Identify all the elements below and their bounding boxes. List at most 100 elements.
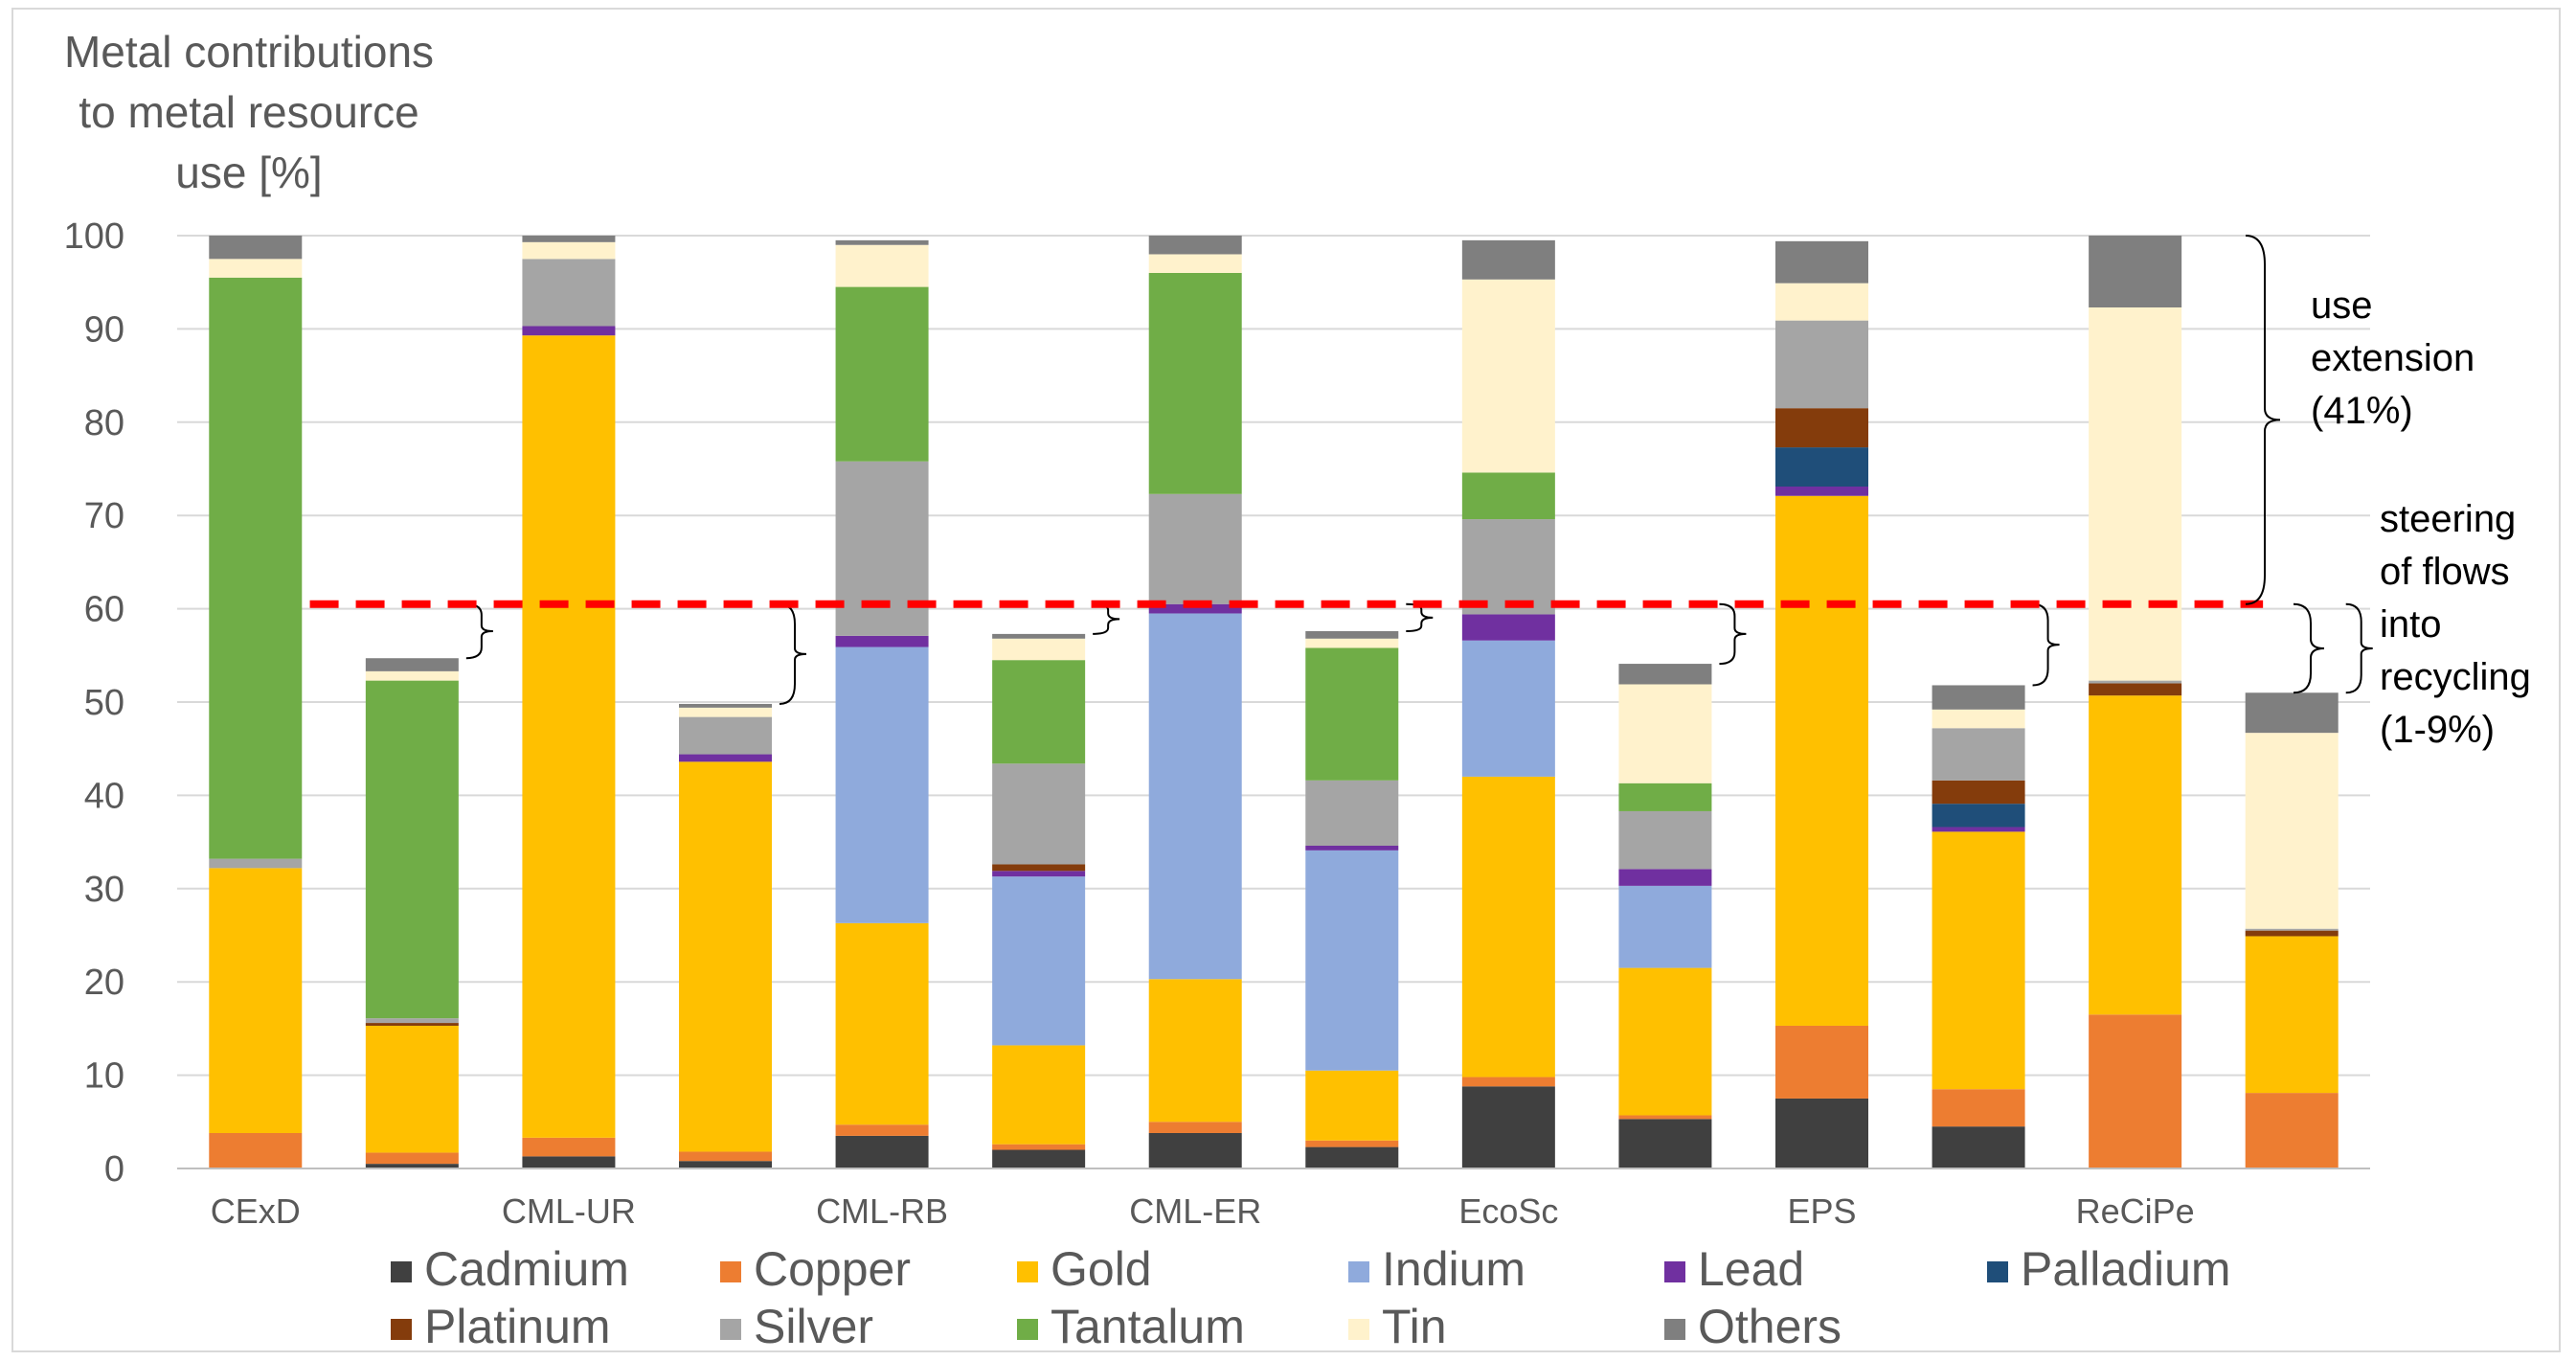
bar-segment-others bbox=[1618, 664, 1712, 685]
bar-segment-indium bbox=[835, 646, 929, 923]
bar-segment-cadmium bbox=[992, 1149, 1086, 1168]
use-extension-label: use bbox=[2311, 284, 2373, 327]
x-category-label: CExD bbox=[211, 1191, 301, 1231]
bar-segment-tin bbox=[1618, 684, 1712, 783]
bar-segment-tantalum bbox=[365, 680, 459, 1019]
bar-segment-copper bbox=[2245, 1093, 2339, 1168]
legend-swatch bbox=[1987, 1261, 2008, 1282]
bar-segment-copper bbox=[992, 1144, 1086, 1150]
x-category-label: EPS bbox=[1787, 1191, 1856, 1231]
bar-segment-gold bbox=[365, 1025, 459, 1153]
bar-segment-silver bbox=[1461, 519, 1555, 615]
y-tick-label: 40 bbox=[84, 776, 124, 816]
bar-segment-others bbox=[365, 658, 459, 671]
bar-segment-indium bbox=[1305, 850, 1399, 1071]
bar-segment-lead bbox=[1461, 614, 1555, 641]
bar-segment-tin bbox=[1461, 279, 1555, 473]
bar-segment-tin bbox=[1775, 283, 1868, 321]
legend-swatch bbox=[1348, 1261, 1369, 1282]
bar-segment-tin bbox=[1148, 254, 1242, 273]
legend-label: Others bbox=[1698, 1300, 1842, 1353]
grid bbox=[177, 235, 2370, 1077]
bar-segment-cadmium bbox=[835, 1135, 929, 1168]
y-tick-label: 30 bbox=[84, 870, 124, 910]
y-tick-label: 60 bbox=[84, 590, 124, 630]
steering-brace bbox=[2293, 602, 2325, 694]
bar-segment-platinum bbox=[2089, 683, 2182, 696]
bar-segment-platinum bbox=[992, 864, 1086, 872]
bar-segment-silver bbox=[2245, 928, 2339, 931]
bar-segment-tantalum bbox=[209, 277, 303, 859]
recycling-brace bbox=[779, 602, 807, 705]
legend-label: Indium bbox=[1382, 1242, 1525, 1296]
x-category-label: EcoSc bbox=[1458, 1191, 1558, 1231]
y-tick-label: 20 bbox=[84, 963, 124, 1003]
bar-segment-silver bbox=[1932, 728, 2025, 781]
legend-swatch bbox=[1017, 1319, 1038, 1340]
legend-label: Tantalum bbox=[1051, 1300, 1245, 1353]
bar-segment-copper bbox=[365, 1152, 459, 1165]
bar-segment-cadmium bbox=[1775, 1098, 1868, 1168]
bar-segment-gold bbox=[2089, 695, 2182, 1015]
steering-label: (1-9%) bbox=[2380, 709, 2495, 751]
bar-segment-tin bbox=[679, 707, 772, 717]
bar-segment-silver bbox=[1148, 493, 1242, 604]
bar-segment-silver bbox=[1305, 780, 1399, 846]
bar-segment-others bbox=[522, 236, 616, 242]
y-tick-label: 0 bbox=[104, 1149, 124, 1190]
legend-swatch bbox=[391, 1319, 412, 1340]
legend-label: Cadmium bbox=[424, 1242, 629, 1296]
legend-label: Copper bbox=[754, 1242, 911, 1296]
legend-swatch bbox=[391, 1261, 412, 1282]
bar-segment-platinum bbox=[365, 1023, 459, 1026]
legend-label: Palladium bbox=[2021, 1242, 2231, 1296]
bars bbox=[209, 236, 2339, 1168]
bar-segment-tin bbox=[209, 259, 303, 278]
bar-segment-gold bbox=[1305, 1070, 1399, 1141]
bar-segment-indium bbox=[1148, 613, 1242, 980]
bar-segment-tin bbox=[835, 244, 929, 287]
bar-segment-platinum bbox=[1932, 780, 2025, 805]
steering-label: of flows bbox=[2380, 551, 2510, 593]
bar-segment-others bbox=[1461, 239, 1555, 280]
recycling-brace bbox=[1719, 602, 1747, 666]
legend-swatch bbox=[1664, 1319, 1685, 1340]
y-tick-label: 50 bbox=[84, 683, 124, 723]
x-category-label: CML-RB bbox=[816, 1191, 948, 1231]
legend-label: Platinum bbox=[424, 1300, 611, 1353]
bar-segment-tin bbox=[992, 638, 1086, 661]
use-extension-label: extension bbox=[2311, 337, 2474, 379]
braces bbox=[465, 602, 2373, 705]
legend-label: Silver bbox=[754, 1300, 873, 1353]
bar-segment-lead bbox=[1305, 845, 1399, 851]
bar-segment-indium bbox=[992, 876, 1086, 1046]
bar-segment-gold bbox=[1461, 776, 1555, 1077]
bar-segment-lead bbox=[679, 754, 772, 762]
bar-segment-gold bbox=[522, 335, 616, 1138]
legend-swatch bbox=[1348, 1319, 1369, 1340]
bar-segment-tantalum bbox=[992, 660, 1086, 764]
steering-label: into bbox=[2380, 603, 2442, 646]
bar-segment-others bbox=[209, 236, 303, 260]
bar-segment-tantalum bbox=[835, 286, 929, 462]
x-category-label: CML-UR bbox=[502, 1191, 636, 1231]
bar-segment-palladium bbox=[1775, 447, 1868, 488]
bar-segment-others bbox=[1305, 630, 1399, 639]
bar-segment-silver bbox=[209, 858, 303, 869]
bar-segment-silver bbox=[365, 1018, 459, 1024]
x-category-label: CML-ER bbox=[1129, 1191, 1261, 1231]
legend-swatch bbox=[1664, 1261, 1685, 1282]
bar-segment-tantalum bbox=[1305, 647, 1399, 781]
bar-segment-silver bbox=[1618, 810, 1712, 870]
bar-segment-cadmium bbox=[365, 1164, 459, 1168]
recycling-brace bbox=[2032, 602, 2060, 687]
bar-segment-silver bbox=[2089, 680, 2182, 684]
chart-frame bbox=[11, 8, 2561, 1352]
bar-segment-cadmium bbox=[1148, 1132, 1242, 1168]
bar-segment-tin bbox=[2089, 306, 2182, 681]
bar-segment-tin bbox=[1305, 638, 1399, 648]
y-axis-label: Metal contributions bbox=[64, 27, 434, 77]
bar-segment-others bbox=[1775, 240, 1868, 284]
bar-segment-gold bbox=[2245, 936, 2339, 1094]
